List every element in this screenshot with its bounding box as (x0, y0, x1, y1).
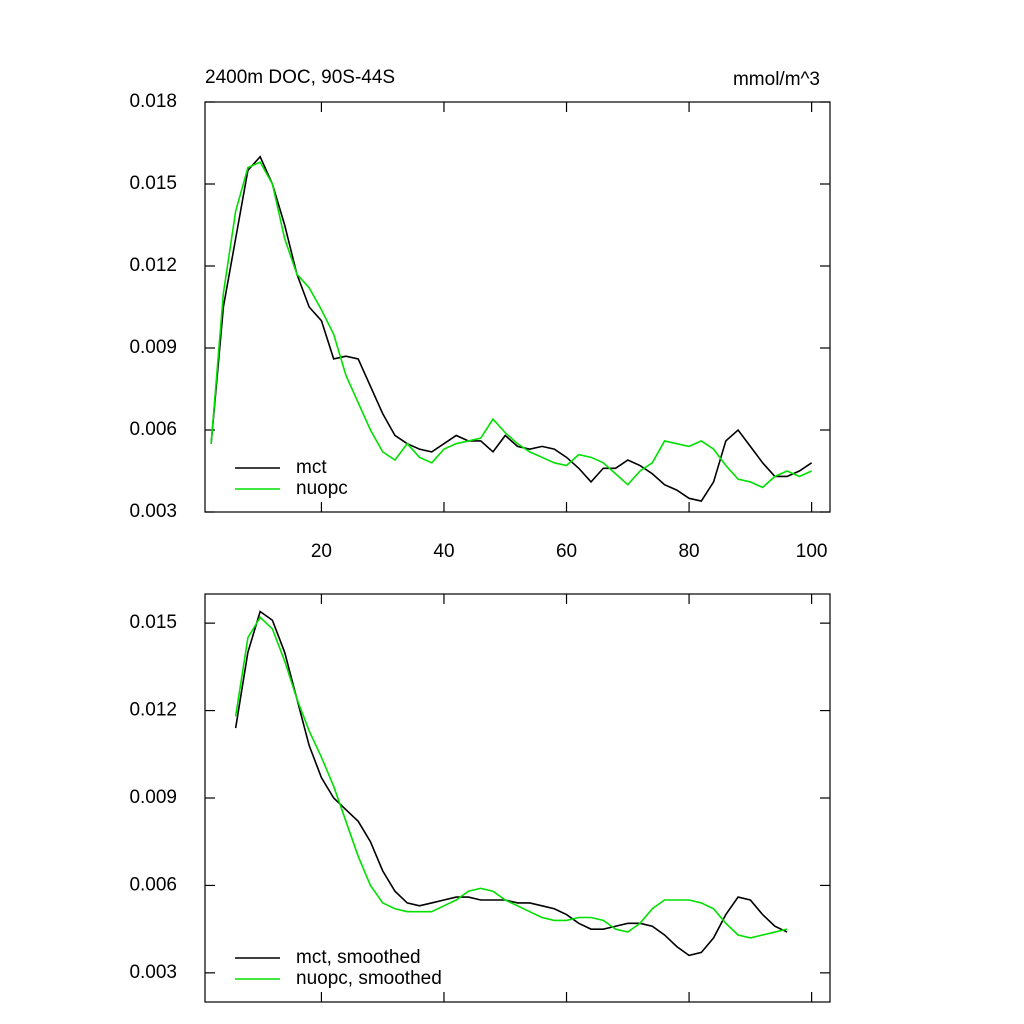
chart-title: 2400m DOC, 90S-44S (205, 67, 395, 88)
x-tick-label: 20 (311, 541, 332, 562)
y-tick-label: 0.003 (129, 501, 177, 522)
y-tick-label: 0.015 (129, 173, 177, 194)
series-line (210, 161, 812, 489)
y-tick-label: 0.012 (129, 255, 177, 276)
legend-label: nuopc (296, 478, 348, 499)
legend-label: mct (296, 457, 327, 478)
y-tick-label: 0.012 (129, 700, 177, 721)
legend-label: nuopc, smoothed (296, 968, 442, 989)
y-tick-label: 0.003 (129, 962, 177, 983)
legend-label: mct, smoothed (296, 947, 421, 968)
series-line (234, 616, 788, 939)
y-tick-label: 0.018 (129, 91, 177, 112)
y-tick-label: 0.009 (129, 787, 177, 808)
units-label: mmol/m^3 (733, 69, 820, 90)
y-tick-label: 0.006 (129, 419, 177, 440)
plot-frame (204, 101, 831, 513)
y-tick-label: 0.009 (129, 337, 177, 358)
y-tick-label: 0.015 (129, 612, 177, 633)
x-tick-label: 80 (678, 541, 699, 562)
y-tick-label: 0.006 (129, 874, 177, 895)
x-tick-label: 100 (796, 541, 828, 562)
x-tick-label: 60 (556, 541, 577, 562)
plot-frame (204, 593, 831, 1003)
x-tick-label: 40 (433, 541, 454, 562)
series-line (210, 155, 813, 502)
series-line (234, 610, 788, 957)
